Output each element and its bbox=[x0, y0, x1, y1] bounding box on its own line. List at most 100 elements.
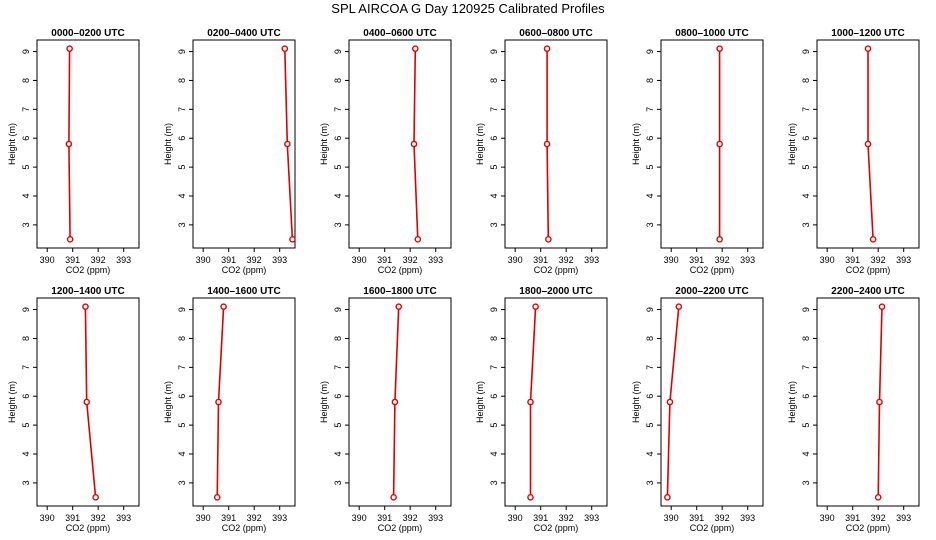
y-tick-label: 3 bbox=[177, 222, 187, 227]
data-point bbox=[66, 236, 74, 243]
x-tick-label: 391 bbox=[221, 255, 236, 265]
x-tick-label: 392 bbox=[91, 513, 106, 523]
panel-title: 0200–0400 UTC bbox=[207, 28, 280, 39]
y-tick-label: 6 bbox=[333, 136, 343, 141]
y-tick-label: 7 bbox=[645, 365, 655, 370]
x-tick-label: 392 bbox=[871, 255, 886, 265]
profile-panel: 1800–2000 UTC 390 391 392 393 CO2 (ppm) 3 4 5 6 7 8… bbox=[475, 286, 608, 533]
y-tick-label: 5 bbox=[489, 423, 499, 428]
data-point bbox=[874, 494, 882, 501]
y-tick-label: 6 bbox=[333, 394, 343, 399]
y-tick-label: 9 bbox=[177, 49, 187, 54]
x-axis-label: CO2 (ppm) bbox=[222, 265, 267, 275]
x-tick-label: 391 bbox=[845, 513, 860, 523]
y-tick-label: 4 bbox=[21, 193, 31, 198]
y-tick-label: 8 bbox=[333, 78, 343, 83]
x-tick-label: 391 bbox=[377, 255, 392, 265]
y-tick-label: 4 bbox=[177, 451, 187, 456]
y-tick-label: 8 bbox=[645, 78, 655, 83]
y-tick-label: 5 bbox=[177, 165, 187, 170]
y-tick-label: 5 bbox=[333, 423, 343, 428]
panel-title: 0600–0800 UTC bbox=[519, 28, 592, 39]
y-tick-label: 8 bbox=[489, 78, 499, 83]
y-tick-label: 9 bbox=[333, 307, 343, 312]
x-tick-label: 390 bbox=[40, 513, 55, 523]
panel-title: 0800–1000 UTC bbox=[675, 28, 748, 39]
data-point bbox=[390, 494, 397, 501]
y-tick-label: 9 bbox=[801, 307, 811, 312]
plot-frame bbox=[504, 39, 608, 249]
x-tick-label: 393 bbox=[740, 255, 755, 265]
y-tick-label: 5 bbox=[645, 165, 655, 170]
x-tick-label: 391 bbox=[689, 255, 704, 265]
y-axis-label: Height (m) bbox=[163, 123, 173, 165]
panel-title: 1600–1800 UTC bbox=[363, 286, 436, 297]
data-point bbox=[289, 236, 296, 243]
y-tick-label: 5 bbox=[489, 165, 499, 170]
data-point bbox=[532, 303, 539, 310]
y-tick-label: 9 bbox=[645, 49, 655, 54]
y-tick-label: 7 bbox=[645, 107, 655, 112]
y-tick-label: 8 bbox=[489, 336, 499, 341]
y-tick-label: 9 bbox=[801, 49, 811, 54]
plot-frame bbox=[36, 297, 140, 507]
x-tick-label: 392 bbox=[871, 513, 886, 523]
y-tick-label: 5 bbox=[801, 423, 811, 428]
y-tick-label: 7 bbox=[489, 107, 499, 112]
y-tick-label: 3 bbox=[645, 222, 655, 227]
data-point bbox=[666, 398, 674, 406]
y-tick-label: 8 bbox=[801, 336, 811, 341]
y-tick-label: 4 bbox=[21, 451, 31, 456]
y-tick-label: 7 bbox=[21, 365, 31, 370]
x-tick-label: 393 bbox=[116, 513, 131, 523]
x-tick-label: 393 bbox=[116, 255, 131, 265]
y-tick-label: 6 bbox=[801, 394, 811, 399]
y-tick-label: 9 bbox=[21, 49, 31, 54]
x-tick-label: 390 bbox=[352, 255, 367, 265]
plot-frame bbox=[192, 297, 296, 507]
y-tick-label: 8 bbox=[645, 336, 655, 341]
data-point bbox=[545, 236, 552, 243]
plot-frame bbox=[816, 297, 920, 507]
y-tick-label: 6 bbox=[645, 136, 655, 141]
x-tick-label: 393 bbox=[740, 513, 755, 523]
panel-title: 1000–1200 UTC bbox=[831, 28, 904, 39]
y-tick-label: 8 bbox=[21, 78, 31, 83]
y-tick-label: 9 bbox=[489, 307, 499, 312]
plot-frame bbox=[660, 39, 764, 249]
y-tick-label: 6 bbox=[21, 394, 31, 399]
data-point bbox=[66, 45, 73, 52]
x-tick-label: 393 bbox=[272, 255, 287, 265]
y-tick-label: 7 bbox=[177, 365, 187, 370]
x-axis-label: CO2 (ppm) bbox=[846, 265, 891, 275]
x-tick-label: 390 bbox=[820, 255, 835, 265]
x-tick-label: 390 bbox=[352, 513, 367, 523]
y-tick-label: 6 bbox=[645, 394, 655, 399]
y-tick-label: 3 bbox=[21, 480, 31, 485]
x-tick-label: 391 bbox=[533, 513, 548, 523]
y-tick-label: 7 bbox=[177, 107, 187, 112]
x-tick-label: 392 bbox=[715, 513, 730, 523]
x-axis-label: CO2 (ppm) bbox=[534, 265, 579, 275]
y-tick-label: 8 bbox=[177, 336, 187, 341]
y-tick-label: 8 bbox=[21, 336, 31, 341]
y-axis-label: Height (m) bbox=[475, 381, 485, 423]
x-tick-label: 392 bbox=[559, 513, 574, 523]
y-tick-label: 4 bbox=[489, 451, 499, 456]
data-point bbox=[284, 140, 291, 148]
profile-panel: 1000–1200 UTC 390 391 392 393 CO2 (ppm) 3 4 5 6 7 8… bbox=[787, 28, 920, 275]
figure-title: SPL AIRCOA G Day 120925 Calibrated Profi… bbox=[331, 1, 605, 16]
y-tick-label: 6 bbox=[177, 136, 187, 141]
x-axis-label: CO2 (ppm) bbox=[534, 523, 579, 533]
y-tick-label: 7 bbox=[21, 107, 31, 112]
y-axis-label: Height (m) bbox=[787, 123, 797, 165]
x-tick-label: 392 bbox=[715, 255, 730, 265]
data-point bbox=[395, 303, 403, 310]
y-tick-label: 4 bbox=[645, 193, 655, 198]
x-tick-label: 390 bbox=[664, 255, 679, 265]
plot-frame bbox=[348, 297, 452, 507]
x-tick-label: 392 bbox=[403, 513, 418, 523]
data-point bbox=[664, 494, 671, 501]
